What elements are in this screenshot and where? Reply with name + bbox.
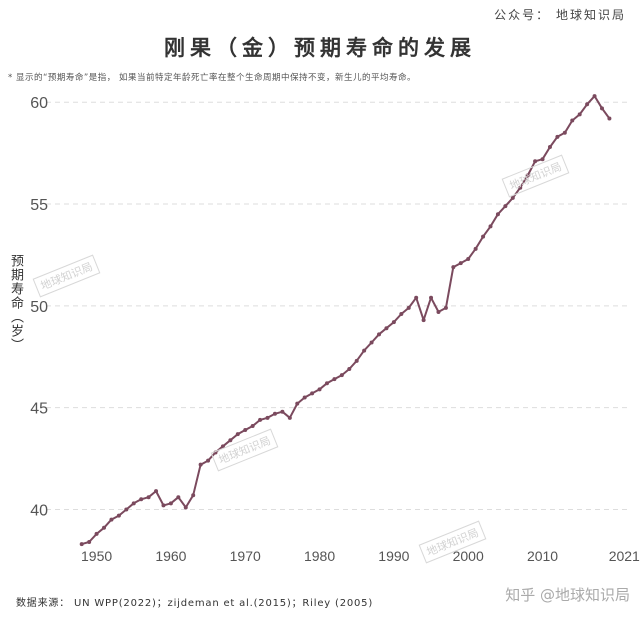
chart-title: 刚果（金）预期寿命的发展 <box>164 36 476 60</box>
data-point <box>139 497 144 502</box>
data-point <box>339 373 344 378</box>
data-point <box>287 415 292 420</box>
data-point <box>369 340 374 345</box>
data-point <box>183 505 188 510</box>
y-tick-label: 60 <box>30 95 48 112</box>
data-point <box>243 428 248 433</box>
data-point <box>87 540 92 545</box>
brand-label: 公众号： 地球知识局 <box>494 8 626 22</box>
data-point <box>332 377 337 382</box>
data-point <box>220 444 225 449</box>
data-point <box>585 102 590 107</box>
data-point <box>525 173 530 178</box>
data-point <box>607 116 612 121</box>
data-point <box>347 366 352 371</box>
data-point <box>391 320 396 325</box>
data-point <box>280 409 285 414</box>
x-tick-label: 1960 <box>155 548 186 564</box>
data-point <box>154 489 159 494</box>
data-point <box>592 94 597 99</box>
data-point <box>94 531 99 536</box>
x-tick-label: 1990 <box>378 548 409 564</box>
series-line-0 <box>81 95 611 546</box>
data-point <box>473 246 478 251</box>
data-point <box>124 507 129 512</box>
data-point <box>302 395 307 400</box>
chart-note: * 显示的“预期寿命”是指， 如果当前特定年龄死亡率在整个生命周期中保持不变，新… <box>8 73 416 83</box>
data-point <box>436 309 441 314</box>
data-point <box>377 332 382 337</box>
data-point <box>577 112 582 117</box>
data-point <box>362 348 367 353</box>
data-point <box>79 542 84 547</box>
y-tick-label: 40 <box>30 502 48 519</box>
data-point <box>272 411 277 416</box>
data-point <box>168 501 173 506</box>
data-point <box>429 295 434 300</box>
data-point <box>265 415 270 420</box>
x-tick-label: 1950 <box>81 548 112 564</box>
data-point <box>191 493 196 498</box>
data-point <box>495 212 500 217</box>
data-point <box>324 381 329 386</box>
data-point <box>562 130 567 135</box>
data-point <box>235 432 240 437</box>
y-tick-label: 55 <box>30 197 48 214</box>
data-point <box>109 517 114 522</box>
platform-credit: 知乎 @地球知识局 <box>505 586 630 604</box>
data-point <box>406 305 411 310</box>
y-tick-label: 50 <box>30 299 48 316</box>
data-point <box>102 525 107 530</box>
data-point <box>146 495 151 500</box>
x-tick-label: 2000 <box>453 548 484 564</box>
data-point <box>161 503 166 508</box>
data-point <box>533 159 538 164</box>
x-tick-label: 2021 <box>609 548 640 564</box>
data-point <box>295 401 300 406</box>
y-tick-label: 45 <box>30 401 48 418</box>
data-point <box>317 387 322 392</box>
x-tick-label: 2010 <box>527 548 558 564</box>
data-point <box>503 204 508 209</box>
data-point <box>198 462 203 467</box>
data-point <box>488 224 493 229</box>
data-point <box>228 438 233 443</box>
data-point <box>258 417 263 422</box>
data-point <box>116 513 121 518</box>
x-tick-label: 1970 <box>230 548 261 564</box>
data-point <box>250 423 255 428</box>
data-point <box>458 261 463 266</box>
data-point <box>466 257 471 262</box>
data-point <box>206 458 211 463</box>
data-point <box>547 145 552 150</box>
data-source: 数据来源： UN WPP(2022)；zijdeman et al.(2015)… <box>16 598 374 609</box>
data-point <box>354 358 359 363</box>
data-point <box>599 106 604 111</box>
y-axis-label: 预期寿命（岁） <box>8 254 23 352</box>
data-point <box>384 326 389 331</box>
data-point <box>213 450 218 455</box>
data-point <box>421 318 426 323</box>
data-point <box>570 118 575 123</box>
data-point <box>443 305 448 310</box>
data-point <box>399 311 404 316</box>
data-point <box>481 234 486 239</box>
x-tick-label: 1980 <box>304 548 335 564</box>
data-point <box>510 195 515 200</box>
data-point <box>518 185 523 190</box>
data-point <box>540 157 545 162</box>
data-point <box>414 295 419 300</box>
data-point <box>131 501 136 506</box>
data-point <box>451 265 456 270</box>
data-point <box>176 495 181 500</box>
data-point <box>555 134 560 139</box>
data-point <box>310 391 315 396</box>
